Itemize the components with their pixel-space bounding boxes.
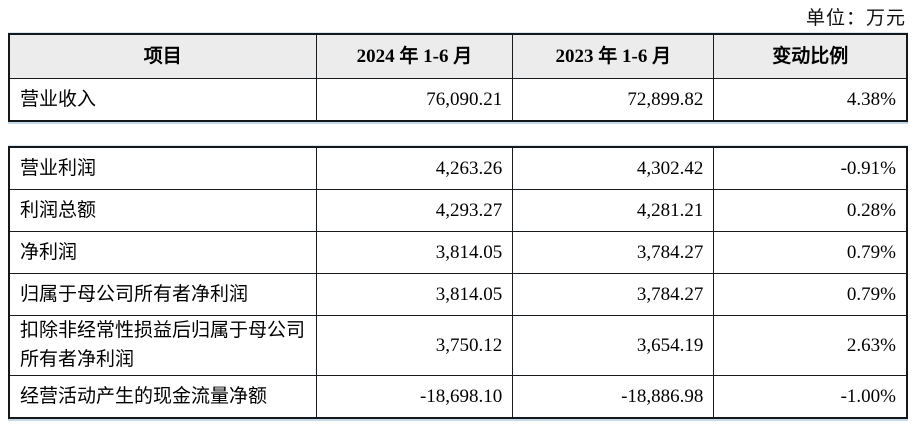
value-2024-cell: 4,293.27 xyxy=(315,189,514,232)
change-cell: 4.38% xyxy=(713,78,908,122)
change-cell: -0.91% xyxy=(713,146,908,190)
table-row-operating-cashflow: 经营活动产生的现金流量净额 -18,698.10 -18,886.98 -1.0… xyxy=(8,374,908,419)
row-label-cell: 扣除非经常性损益后归属于母公司所有者净利润 xyxy=(8,315,317,376)
value-2024-cell: -18,698.10 xyxy=(315,374,514,419)
change-cell: 0.28% xyxy=(713,189,908,232)
row-label-cell: 营业收入 xyxy=(8,78,317,122)
table-row-parent-net-profit: 归属于母公司所有者净利润 3,814.05 3,784.27 0.79% xyxy=(8,273,908,316)
header-row: 项目 2024 年 1-6 月 2023 年 1-6 月 变动比例 xyxy=(8,33,908,79)
unit-label: 单位：万元 xyxy=(805,8,906,29)
value-2024-cell: 4,263.26 xyxy=(315,146,514,190)
row-label-cell: 净利润 xyxy=(8,231,317,274)
value-2024-cell: 3,814.05 xyxy=(315,273,514,316)
value-2023-cell: 4,281.21 xyxy=(512,189,715,232)
table-row-operating-profit: 营业利润 4,263.26 4,302.42 -0.91% xyxy=(8,146,908,190)
table-row-total-profit: 利润总额 4,293.27 4,281.21 0.28% xyxy=(8,189,908,232)
value-2024-cell: 3,814.05 xyxy=(315,231,514,274)
value-2023-cell: -18,886.98 xyxy=(512,374,715,419)
header-item: 项目 xyxy=(8,33,317,79)
revenue-table: 项目 2024 年 1-6 月 2023 年 1-6 月 变动比例 营业收入 7… xyxy=(8,33,908,122)
header-period-2023: 2023 年 1-6 月 xyxy=(512,33,715,79)
row-label-cell: 归属于母公司所有者净利润 xyxy=(8,273,317,316)
row-label-cell: 利润总额 xyxy=(8,189,317,232)
value-2023-cell: 3,654.19 xyxy=(512,315,715,376)
change-cell: 0.79% xyxy=(713,231,908,274)
value-2023-cell: 3,784.27 xyxy=(512,231,715,274)
value-2023-cell: 3,784.27 xyxy=(512,273,715,316)
table-row-deducted-net-profit: 扣除非经常性损益后归属于母公司所有者净利润 3,750.12 3,654.19 … xyxy=(8,315,908,376)
header-change: 变动比例 xyxy=(713,33,908,79)
value-2024-cell: 3,750.12 xyxy=(315,315,514,376)
change-cell: 2.63% xyxy=(713,315,908,376)
table-row-revenue: 营业收入 76,090.21 72,899.82 4.38% xyxy=(8,78,908,122)
row-label-cell: 营业利润 xyxy=(8,146,317,190)
header-period-2024: 2024 年 1-6 月 xyxy=(315,33,514,79)
change-cell: 0.79% xyxy=(713,273,908,316)
row-label-cell: 经营活动产生的现金流量净额 xyxy=(8,374,317,419)
table-row-net-profit: 净利润 3,814.05 3,784.27 0.79% xyxy=(8,231,908,274)
profit-cashflow-table: 营业利润 4,263.26 4,302.42 -0.91% 利润总额 4,293… xyxy=(8,146,908,419)
value-2023-cell: 4,302.42 xyxy=(512,146,715,190)
change-cell: -1.00% xyxy=(713,374,908,419)
value-2023-cell: 72,899.82 xyxy=(512,78,715,122)
value-2024-cell: 76,090.21 xyxy=(315,78,514,122)
